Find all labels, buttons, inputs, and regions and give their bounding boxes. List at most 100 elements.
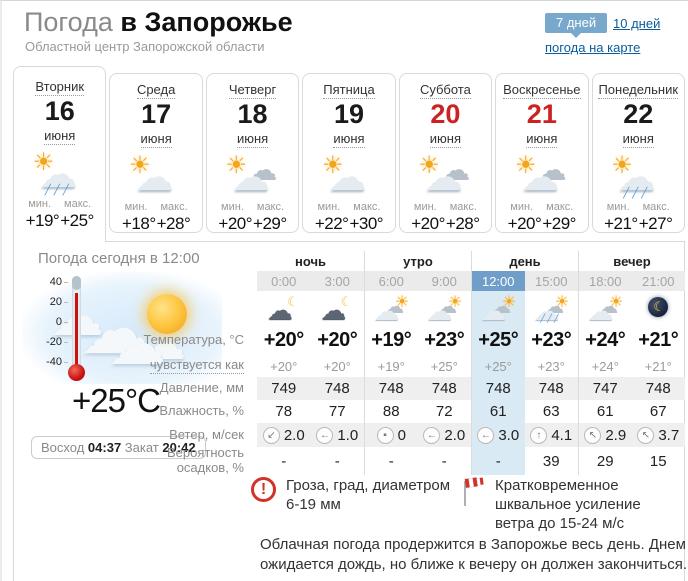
cloud-sun-icon: ☁ ☀ ☁ [373,294,410,326]
day-tab-1[interactable]: Среда 17 июня ☀ ☁ мин. макс. +18° +28° [109,73,203,233]
day-tab-4[interactable]: Суббота 20 июня ☁ ☀ ☁ мин. макс. +20° +28° [398,73,493,233]
day-tab-5[interactable]: Воскресенье 21 июня ☁ ☀ ☁ мин. макс. +20° +29° [495,73,589,233]
min-temp: +22° [314,213,349,233]
wind-speed: 1.0 [337,426,359,444]
min-temp: +20° [411,213,445,233]
sun-cloud-icon: ☀ ☁ [321,151,366,199]
tab-7-days[interactable]: 7 дней [545,13,608,38]
value-cell: 78 [275,403,293,420]
sunrise-label: Восход [41,440,85,455]
day-date: 17 [141,99,172,129]
page-subtitle: Областной центр Запорожской области [25,39,265,54]
tab-10-days[interactable]: 10 дней [613,16,661,31]
max-temp: +30° [349,213,384,233]
min-label: мин. [317,200,341,213]
value-cell: +24° [578,355,632,377]
warning-wind: Кратковременное шквальное усиление ветра… [461,477,676,533]
thermometer-tip [72,276,81,290]
value-cell: 39 [542,452,560,470]
weather-map-link[interactable]: погода на карте [545,40,641,55]
min-temp: +20° [507,213,542,233]
wind-speed: 2.9 [605,426,627,444]
value-cell: +19° [364,325,418,355]
min-label: мин. [28,197,52,210]
hour-cell[interactable]: 12:00 [471,271,525,291]
day-name: Вторник [35,79,85,96]
value-cell: +20° [323,358,351,374]
value-cell: ← 3.0 [471,423,525,447]
day-month: июня [236,130,269,148]
day-tab-0[interactable]: Вторник 16 июня ☀ ☁ ╱╱╱ мин. макс. +19° +25° [13,66,107,242]
wind-speed: 2.0 [444,426,466,444]
day-tab-6[interactable]: Понедельник 22 июня ☀ ☁ ╱╱╱ мин. макс. +21° +27° [591,73,685,233]
hour-cell[interactable]: 18:00 [578,271,632,291]
hour-icon-cell: ☁ ☀ ☁ [578,291,632,325]
max-temp: +27° [638,213,673,233]
sunset-time: 20:42 [162,440,196,455]
wind-speed: 3.7 [658,426,680,444]
hour-icon-cell: ☁ ☀ ☁ ╱╱╱ [525,291,579,325]
day-date: 21 [526,99,557,129]
value-cell: - [364,447,418,475]
hourly-forecast-table: ночь утро день вечер 0:00 3:00 6:00 9:00 12:00 15… [142,251,685,475]
cloud-sun-icon: ☁ ☀ ☁ [587,294,624,326]
value-cell: ← 1.0 [310,423,364,447]
hour-cell[interactable]: 15:00 [524,271,578,291]
value-cell: 748 [471,377,525,400]
hour-cell[interactable]: 0:00 [257,271,311,291]
row-label: Влажность, % [159,403,244,419]
day-tab-2[interactable]: Четверг 18 июня ☁ ☀ ☁ мин. макс. +20° +29° [205,73,300,233]
hour-icon-cell: ☁ ☀ ☁ [418,291,472,325]
hour-cell[interactable]: 21:00 [631,271,685,291]
daypart-header: ночь [294,253,326,269]
value-cell: ↑ 4.1 [524,423,578,447]
min-temp: +20° [218,213,253,233]
value-cell: ▪ 0 [364,423,418,447]
wind-direction-icon: ↑ [530,426,548,444]
hour-cell[interactable]: 9:00 [417,271,471,291]
page-title-light: Погода [24,7,113,37]
daypart-header: день [471,251,578,271]
sun-clouds-icon: ☁ ☀ ☁ [225,151,278,199]
hour-icon-cell: ☁ ☀ ☁ [364,291,418,325]
moon-cloud-icon: ☾ ☁ [320,294,353,325]
row-label: Ветер, м/сек [169,426,244,442]
value-cell: 15 [649,452,667,470]
value-cell: +23° [424,328,465,351]
hours-row-label [142,271,257,291]
value-cell: +21° [638,328,679,351]
hour-cell[interactable]: 6:00 [364,271,418,291]
day-tab-3[interactable]: Пятница 19 июня ☀ ☁ мин. макс. +22° +30° [302,73,396,233]
value-cell: 749 [257,377,311,400]
current-temperature: +25°C [72,382,161,419]
value-cell: 88 [364,400,418,423]
min-temp: +21° [604,213,638,233]
windsock-icon [464,477,484,506]
value-cell: 61 [578,400,632,423]
hour-cell[interactable]: 3:00 [310,271,364,291]
min-label: мин. [606,200,630,213]
thermometer-mercury [75,293,78,371]
day-date: 18 [237,99,268,129]
sunset-label: Закат [124,440,159,455]
day-name: Суббота [419,82,471,99]
min-label: мин. [510,200,534,213]
hour-icon-cell: ☾ ☁ [311,291,365,325]
wind-direction-icon: ↖ [637,426,655,444]
sunrise-sunset-box: Восход 04:37 Закат 20:42 [31,436,206,459]
max-temp: +29° [542,213,576,233]
value-cell: - [441,452,447,470]
wind-speed: 0 [397,426,406,444]
min-label: мин. [221,200,244,213]
feels-like-label[interactable]: чувствуется как [149,357,244,374]
wind-speed: 4.1 [551,426,573,444]
max-temp: +28° [156,213,191,233]
day-date: 19 [333,99,364,129]
alert-icon: ! [251,477,276,502]
thermo-scale-label: 40 [40,276,68,288]
value-cell: +23° [531,328,572,351]
wind-direction-icon: ← [316,426,334,444]
value-cell: 61 [471,400,525,423]
cloud-sun-rain-icon: ☁ ☀ ☁ ╱╱╱ [533,294,570,326]
cloud-sun-icon: ☁ ☀ ☁ [480,294,517,326]
